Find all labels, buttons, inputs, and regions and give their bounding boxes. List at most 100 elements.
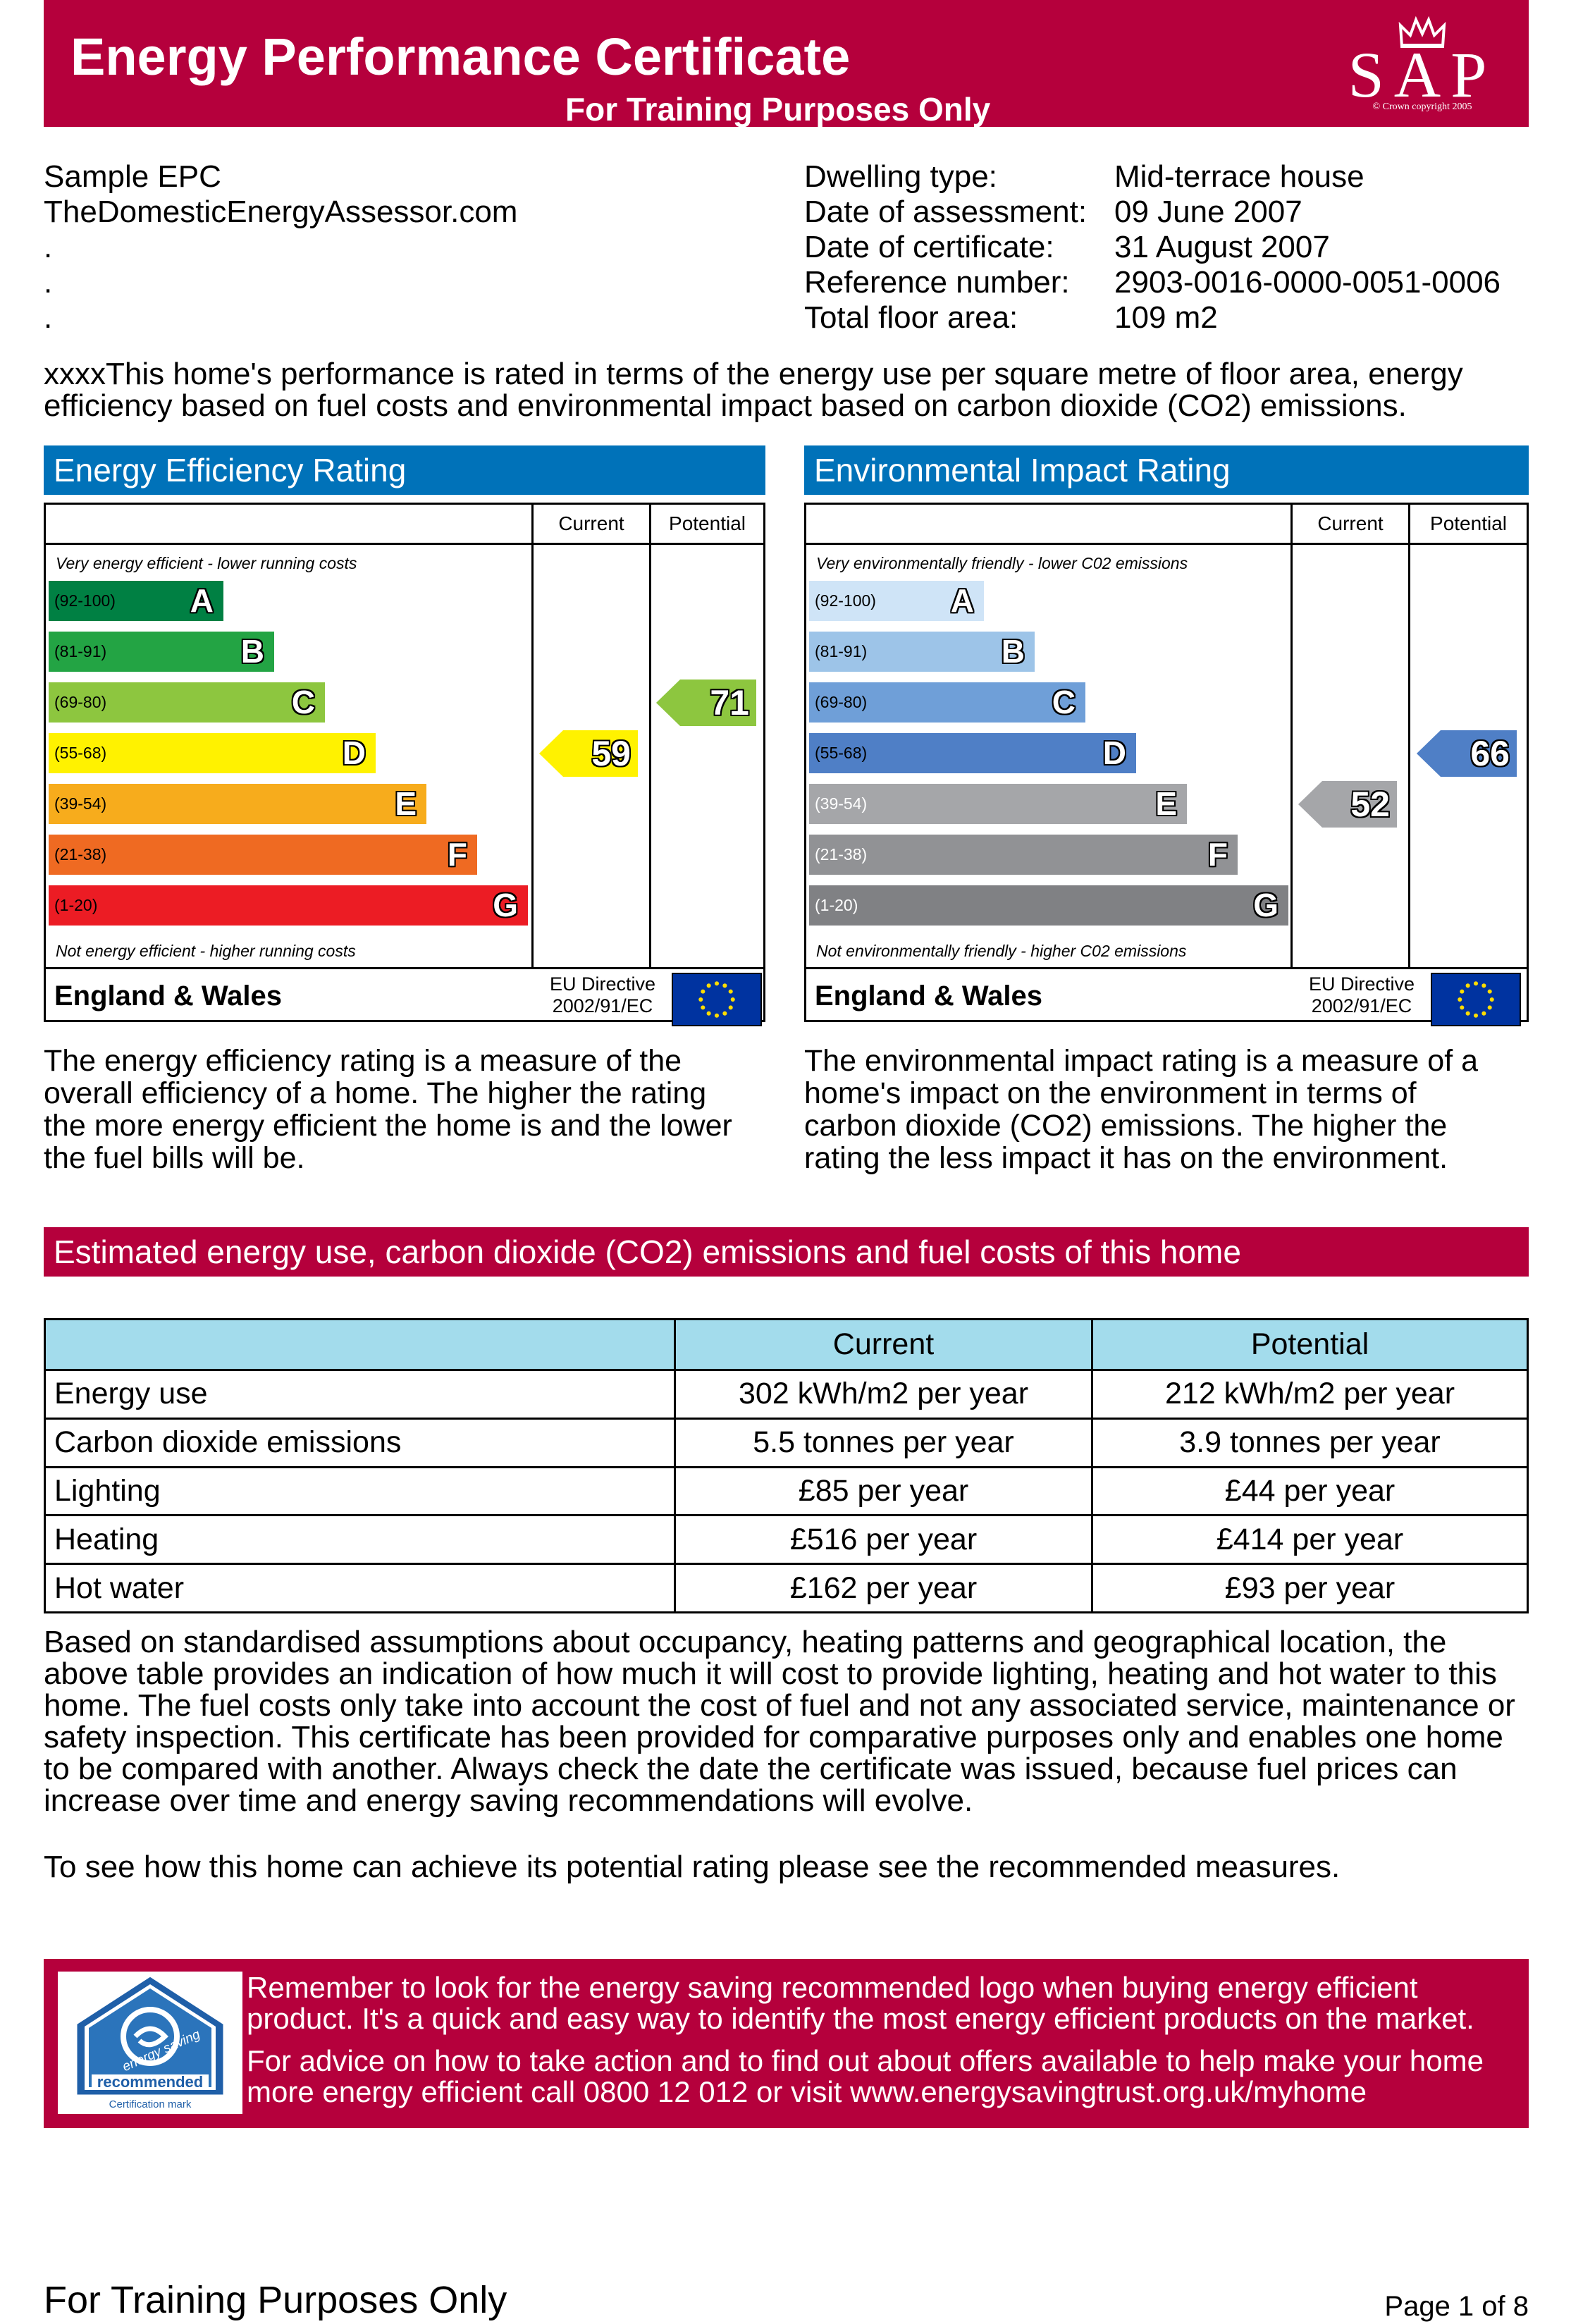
eu-directive-label: EU Directive 2002/91/EC bbox=[539, 973, 666, 1017]
detail-value: 2903-0016-0000-0051-0006 bbox=[1114, 265, 1501, 300]
eu-star bbox=[722, 1011, 727, 1016]
chart-bottom-note: Not energy efficient - higher running co… bbox=[56, 942, 356, 960]
eu-directive-line: EU Directive bbox=[1308, 973, 1415, 995]
detail-value: 09 June 2007 bbox=[1114, 195, 1302, 229]
energy-saving-logo-icon bbox=[75, 1974, 226, 2097]
rating-band-e: (39-54) E bbox=[809, 784, 1187, 824]
assumptions-paragraph: Based on standardised assumptions about … bbox=[44, 1626, 1515, 1816]
eu-flag-icon bbox=[672, 973, 762, 1026]
detail-label: Date of certificate: bbox=[804, 230, 1054, 264]
potential-column-header: Potential bbox=[669, 512, 746, 534]
banner-text-line: For advice on how to take action and to … bbox=[247, 2044, 1484, 2077]
certificate-title: Energy Performance Certificate bbox=[70, 27, 851, 86]
table-header-cell bbox=[44, 1318, 676, 1371]
eu-star bbox=[728, 989, 733, 994]
band-letter: B bbox=[1001, 633, 1025, 670]
current-rating-arrow: 52 bbox=[1298, 781, 1397, 828]
potential-rating-arrow: 66 bbox=[1417, 730, 1517, 777]
band-range: (21-38) bbox=[815, 845, 868, 863]
address-line: TheDomesticEnergyAssessor.com bbox=[44, 195, 518, 229]
sap-copyright: © Crown copyright 2005 bbox=[1372, 102, 1472, 112]
band-range: (39-54) bbox=[815, 794, 868, 813]
eu-star bbox=[701, 1005, 706, 1010]
current-value: £162 per year bbox=[674, 1563, 1093, 1613]
band-letter: E bbox=[1155, 785, 1177, 822]
eu-star bbox=[714, 981, 720, 986]
energy-rating-title: Energy Efficiency Rating bbox=[44, 445, 765, 495]
band-range: (1-20) bbox=[815, 896, 858, 914]
eu-directive-line: EU Directive bbox=[549, 973, 656, 995]
table-row: Lighting £85 per year £44 per year bbox=[44, 1465, 1529, 1517]
band-letter: D bbox=[342, 734, 366, 771]
rating-band-c: (69-80) C bbox=[49, 682, 325, 723]
rating-band-g: (1-20) G bbox=[809, 885, 1288, 926]
intro-paragraph: xxxxThis home's performance is rated in … bbox=[44, 358, 1463, 422]
description-line: the fuel bills will be. bbox=[44, 1141, 305, 1175]
chart-top-note: Very energy efficient - lower running co… bbox=[56, 554, 357, 572]
band-range: (69-80) bbox=[54, 693, 107, 711]
potential-value: £44 per year bbox=[1091, 1465, 1529, 1517]
energy-saving-banner: energy saving recommended Certification … bbox=[44, 1959, 1529, 2128]
description-line: carbon dioxide (CO2) emissions. The high… bbox=[804, 1109, 1448, 1143]
address-line: . bbox=[44, 230, 53, 264]
energy-rating-description: The energy efficiency rating is a measur… bbox=[44, 1045, 732, 1174]
eu-star bbox=[722, 983, 727, 988]
row-label: Lighting bbox=[44, 1465, 676, 1517]
eu-star bbox=[706, 983, 711, 988]
description-line: overall efficiency of a home. The higher… bbox=[44, 1076, 707, 1110]
eu-star bbox=[1473, 1013, 1479, 1018]
eu-star bbox=[701, 989, 706, 994]
eu-star bbox=[698, 997, 703, 1002]
description-line: The energy efficiency rating is a measur… bbox=[44, 1044, 682, 1078]
banner-text-line: product. It's a quick and easy way to id… bbox=[247, 2002, 1474, 2035]
row-label: Hot water bbox=[44, 1563, 676, 1613]
region-label: England & Wales bbox=[815, 980, 1043, 1012]
band-range: (55-68) bbox=[54, 744, 107, 762]
footer-training-note: For Training Purposes Only bbox=[44, 2279, 507, 2321]
assumptions-line: to be compared with another. Always chec… bbox=[44, 1752, 1458, 1786]
banner-text-line: Remember to look for the energy saving r… bbox=[247, 1971, 1418, 2004]
sap-logo: SAP © Crown copyright 2005 bbox=[1341, 11, 1503, 117]
eu-star bbox=[1460, 1005, 1465, 1010]
rating-band-f: (21-38) F bbox=[809, 835, 1238, 875]
detail-value: 31 August 2007 bbox=[1114, 230, 1330, 264]
address-block: Sample EPC TheDomesticEnergyAssessor.com… bbox=[44, 159, 517, 336]
rating-band-d: (55-68) D bbox=[809, 733, 1136, 773]
potential-rating-note: To see how this home can achieve its pot… bbox=[44, 1850, 1341, 1884]
eu-star bbox=[1458, 997, 1462, 1002]
current-rating-value: 52 bbox=[1350, 785, 1390, 824]
description-line: the more energy efficient the home is an… bbox=[44, 1109, 732, 1143]
current-value: £85 per year bbox=[674, 1465, 1093, 1517]
eu-star bbox=[1487, 1005, 1492, 1010]
current-value: 302 kWh/m2 per year bbox=[674, 1368, 1093, 1420]
current-rating-arrow: 59 bbox=[539, 730, 638, 777]
band-range: (92-100) bbox=[815, 591, 876, 610]
band-letter: C bbox=[1052, 684, 1076, 720]
environmental-rating-title: Environmental Impact Rating bbox=[804, 445, 1529, 495]
band-range: (55-68) bbox=[815, 744, 868, 762]
assumptions-line: safety inspection. This certificate has … bbox=[44, 1720, 1503, 1754]
intro-line: efficiency based on fuel costs and envir… bbox=[44, 388, 1407, 423]
eu-star bbox=[728, 1005, 733, 1010]
table-row: Hot water £162 per year £93 per year bbox=[44, 1563, 1529, 1613]
eu-star bbox=[1481, 983, 1486, 988]
row-label: Energy use bbox=[44, 1368, 676, 1420]
band-letter: G bbox=[493, 887, 518, 923]
banner-text-line: more energy efficient call 0800 12 012 o… bbox=[247, 2075, 1367, 2108]
band-range: (1-20) bbox=[54, 896, 98, 914]
eu-flag-icon bbox=[1431, 973, 1521, 1026]
table-row: Carbon dioxide emissions 5.5 tonnes per … bbox=[44, 1417, 1529, 1468]
band-letter: E bbox=[395, 785, 417, 822]
current-column-header: Current bbox=[558, 512, 624, 534]
page-number: Page 1 of 8 bbox=[1384, 2291, 1529, 2322]
eu-star bbox=[1481, 1011, 1486, 1016]
band-range: (81-91) bbox=[54, 642, 107, 660]
eu-star bbox=[1465, 983, 1470, 988]
costs-section-title: Estimated energy use, carbon dioxide (CO… bbox=[44, 1227, 1529, 1277]
address-line: . bbox=[44, 300, 53, 335]
rating-band-b: (81-91) B bbox=[49, 632, 274, 672]
potential-value: 212 kWh/m2 per year bbox=[1091, 1368, 1529, 1420]
detail-label: Dwelling type: bbox=[804, 159, 997, 194]
eu-star bbox=[730, 997, 735, 1002]
logo-certification-text: Certification mark bbox=[109, 2098, 192, 2110]
